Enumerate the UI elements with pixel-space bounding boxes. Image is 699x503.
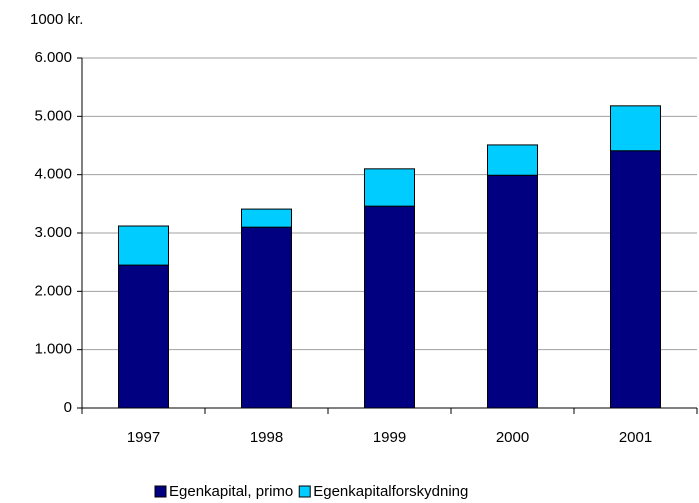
y-tick-label: 5.000	[34, 107, 72, 124]
bar-segment	[241, 226, 292, 409]
y-tick-label: 2.000	[34, 282, 72, 299]
y-tick-label: 3.000	[34, 224, 72, 241]
bar-segment	[118, 225, 169, 266]
x-tick-label: 2001	[619, 429, 652, 446]
x-tick-label: 2000	[496, 429, 529, 446]
legend-swatch	[298, 485, 311, 498]
x-tick-label: 1999	[373, 429, 406, 446]
y-tick-label: 6.000	[34, 49, 72, 66]
y-tick-label: 0	[64, 399, 72, 416]
x-tick-label: 1998	[250, 429, 283, 446]
bar-segment	[487, 174, 538, 409]
y-tick-label: 1.000	[34, 341, 72, 358]
bar-segment	[487, 144, 538, 176]
bar-segment	[364, 205, 415, 409]
y-tick-label: 4.000	[34, 166, 72, 183]
bar-segment	[241, 208, 292, 228]
bar-segment	[610, 105, 661, 152]
legend-label: Egenkapitalforskydning	[313, 483, 468, 500]
bar-segment	[610, 150, 661, 409]
bar-segment	[364, 168, 415, 207]
bar-segment	[118, 264, 169, 409]
x-tick-label: 1997	[127, 429, 160, 446]
y-axis-label: 1000 kr.	[30, 11, 83, 28]
legend-swatch	[154, 485, 167, 498]
legend-label: Egenkapital, primo	[169, 483, 293, 500]
